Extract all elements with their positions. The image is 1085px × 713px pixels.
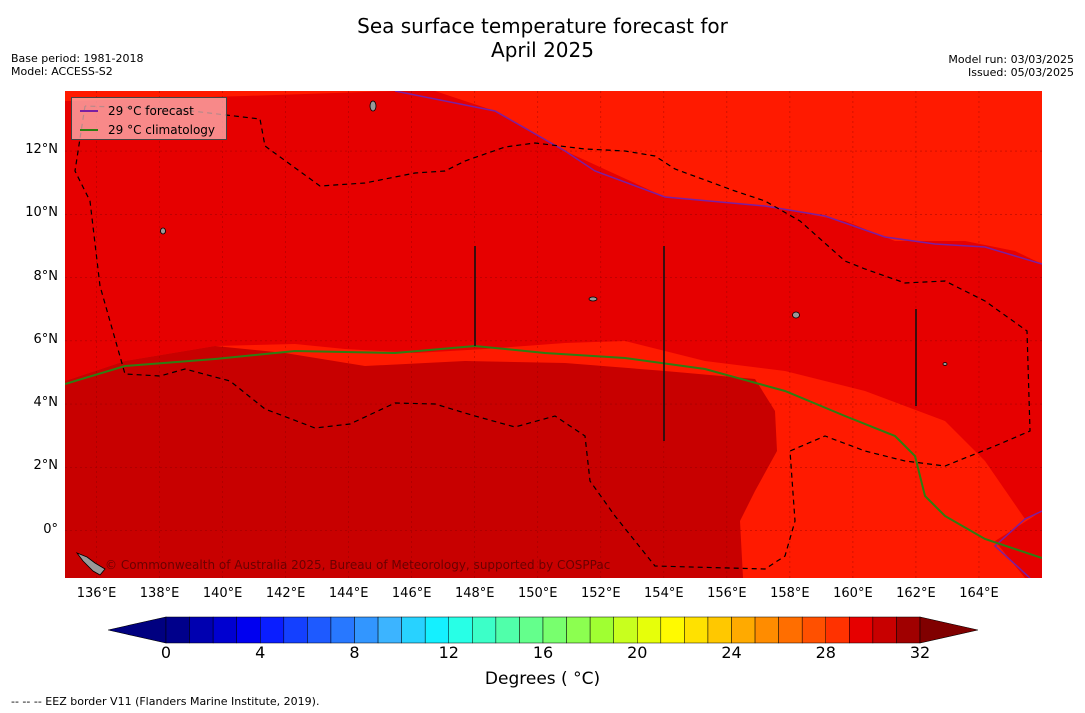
lon-tick-label: 144°E (328, 586, 369, 601)
copyright-text: © Commonwealth of Australia 2025, Bureau… (105, 558, 611, 572)
colorbar-segment (849, 616, 874, 644)
colorbar-over-arrow (919, 616, 978, 644)
colorbar-title: Degrees ( °C) (484, 669, 601, 689)
colorbar-tick-label: 4 (255, 643, 266, 662)
colorbar-segment (472, 616, 497, 644)
lon-tick-label: 152°E (581, 586, 621, 601)
lat-tick-label: 12°N (25, 142, 58, 158)
islands (75, 100, 948, 576)
colorbar-segment (542, 616, 567, 644)
colorbar-segment (589, 616, 614, 644)
title-line-1: Sea surface temperature forecast for (357, 14, 728, 38)
run-info: Model run: 03/03/2025 Issued: 05/03/2025 (948, 53, 1074, 79)
lon-tick-label: 158°E (770, 586, 810, 601)
lat-tick-label: 0° (43, 521, 58, 537)
forecast-29c-contour (394, 91, 1042, 265)
lon-tick-label: 150°E (517, 586, 558, 601)
model-name: Model: ACCESS-S2 (11, 65, 113, 78)
vertical-artifacts (474, 246, 917, 441)
lon-tick-label: 160°E (833, 586, 873, 601)
lat-tick-label: 4°N (33, 395, 59, 411)
colorbar-segment (684, 616, 709, 644)
colorbar-segment (401, 616, 426, 644)
climatology-29c-contour (65, 344, 1042, 559)
legend-entry: 29 °C climatology (80, 123, 215, 137)
issued-date: Issued: 05/03/2025 (967, 66, 1074, 79)
lon-tick-label: 146°E (391, 586, 432, 601)
legend-label: 29 °C climatology (108, 123, 216, 137)
colorbar-segment (448, 616, 473, 644)
colorbar-segment (613, 616, 638, 644)
region-core (65, 346, 777, 578)
legend-label: 29 °C forecast (108, 104, 194, 118)
colorbar-segment (260, 616, 285, 644)
colorbar-segment (778, 616, 803, 644)
colorbar-segment (377, 616, 402, 644)
lon-tick-label: 140°E (202, 586, 243, 601)
legend-line-swatch (80, 110, 98, 112)
map-legend: 29 °C forecast 29 °C climatology (71, 97, 227, 140)
colorbar-segment (896, 616, 921, 644)
lat-tick-label: 8°N (33, 268, 59, 284)
colorbar-segment (754, 616, 779, 644)
colorbar-segment (660, 616, 685, 644)
gridlines (65, 91, 1042, 578)
forecast-29c-contour-lower (993, 510, 1042, 578)
colorbar-tick-label: 20 (627, 643, 648, 662)
colorbar-segment (354, 616, 379, 644)
colorbar-segment (189, 616, 214, 644)
colorbar-segment (424, 616, 449, 644)
region-above-29 (65, 91, 1042, 519)
base-period: Base period: 1981-2018 (11, 52, 144, 65)
colorbar-segment (495, 616, 520, 644)
colorbar-segment (731, 616, 756, 644)
lon-tick-label: 156°E (707, 586, 747, 601)
title-line-2: April 2025 (491, 38, 594, 62)
colorbar-tick-label: 28 (815, 643, 836, 662)
colorbar-segment (283, 616, 308, 644)
legend-line-swatch (80, 129, 98, 131)
lon-tick-label: 148°E (454, 586, 495, 601)
sst-field (65, 91, 1042, 578)
colorbar-segment (330, 616, 355, 644)
lon-tick-label: 136°E (76, 586, 117, 601)
colorbar-segment (801, 616, 826, 644)
colorbar-segment (307, 616, 332, 644)
lon-tick-label: 154°E (644, 586, 684, 601)
colorbar-tick-label: 0 (160, 643, 172, 662)
lon-tick-label: 138°E (139, 586, 180, 601)
sst-map: 29 °C forecast 29 °C climatology © Common… (65, 91, 1042, 578)
colorbar-segment (707, 616, 732, 644)
colorbar-tick-label: 8 (349, 643, 360, 662)
colorbar-segment (637, 616, 662, 644)
colorbar-tick-label: 32 (909, 643, 931, 662)
model-run: Model run: 03/03/2025 (948, 53, 1074, 66)
region-lower-right (995, 511, 1042, 578)
colorbar-segment (165, 616, 190, 644)
colorbar-segment (236, 616, 261, 644)
colorbar (108, 616, 978, 644)
colorbar-segment (825, 616, 850, 644)
lon-tick-label: 164°E (959, 586, 999, 601)
colorbar-tick-label: 16 (532, 643, 554, 662)
lat-tick-label: 6°N (33, 331, 59, 347)
colorbar-segment (519, 616, 544, 644)
colorbar-segment (566, 616, 591, 644)
colorbar-under-arrow (108, 616, 167, 644)
colorbar-tick-label: 12 (438, 643, 459, 662)
legend-entry: 29 °C forecast (80, 104, 194, 118)
lat-tick-label: 10°N (25, 205, 58, 221)
chart-title: Sea surface temperature forecast for Apr… (0, 14, 1085, 62)
lon-tick-label: 162°E (896, 586, 936, 601)
eez-footnote: -- -- -- EEZ border V11 (Flanders Marine… (11, 695, 320, 708)
colorbar-segment (872, 616, 897, 644)
colorbar-segment (212, 616, 237, 644)
lon-tick-label: 142°E (265, 586, 306, 601)
lat-tick-label: 2°N (33, 458, 59, 474)
colorbar-tick-label: 24 (721, 643, 742, 662)
base-info: Base period: 1981-2018 Model: ACCESS-S2 (11, 52, 143, 78)
